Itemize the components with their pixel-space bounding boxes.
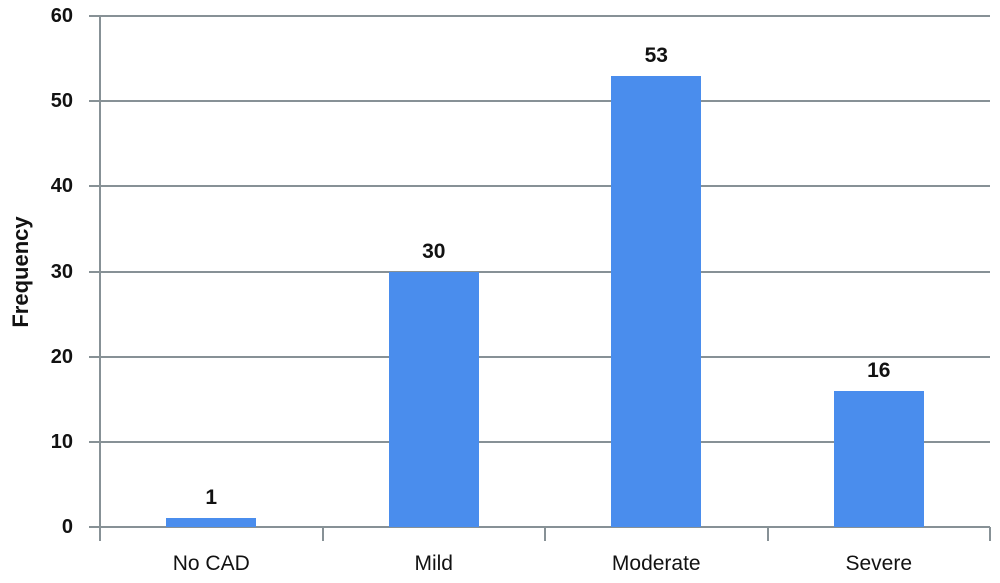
gridline bbox=[89, 100, 990, 103]
bar bbox=[833, 390, 924, 527]
gridline bbox=[89, 15, 990, 17]
y-axis-line bbox=[99, 16, 101, 541]
x-axis-tick bbox=[989, 527, 991, 541]
x-axis-tick bbox=[321, 527, 324, 541]
y-tick-label: 60 bbox=[50, 5, 73, 27]
y-tick-label: 40 bbox=[50, 175, 73, 198]
x-axis-tick bbox=[766, 527, 769, 541]
bar-value-label: 1 bbox=[205, 486, 218, 510]
x-tick-label: Moderate bbox=[611, 552, 701, 575]
bar-value-label: 53 bbox=[644, 43, 668, 67]
gridline bbox=[89, 185, 990, 188]
bar bbox=[611, 75, 702, 527]
x-tick-label: Severe bbox=[845, 552, 913, 575]
x-tick-label: Mild bbox=[414, 552, 453, 575]
y-tick-label: 0 bbox=[61, 516, 73, 538]
bar-value-label: 16 bbox=[867, 358, 891, 382]
x-tick-label: No CAD bbox=[172, 552, 250, 575]
bar bbox=[166, 518, 257, 527]
bar-value-label: 30 bbox=[422, 239, 446, 263]
gridline bbox=[89, 355, 990, 358]
y-tick-label: 50 bbox=[50, 90, 73, 113]
bar bbox=[388, 271, 479, 527]
gridline bbox=[89, 440, 990, 443]
gridline bbox=[89, 270, 990, 273]
x-axis-tick bbox=[544, 527, 546, 541]
y-tick-label: 30 bbox=[50, 260, 73, 283]
x-axis-baseline bbox=[89, 526, 990, 528]
y-tick-label: 20 bbox=[50, 345, 73, 368]
y-tick-label: 10 bbox=[50, 430, 73, 453]
